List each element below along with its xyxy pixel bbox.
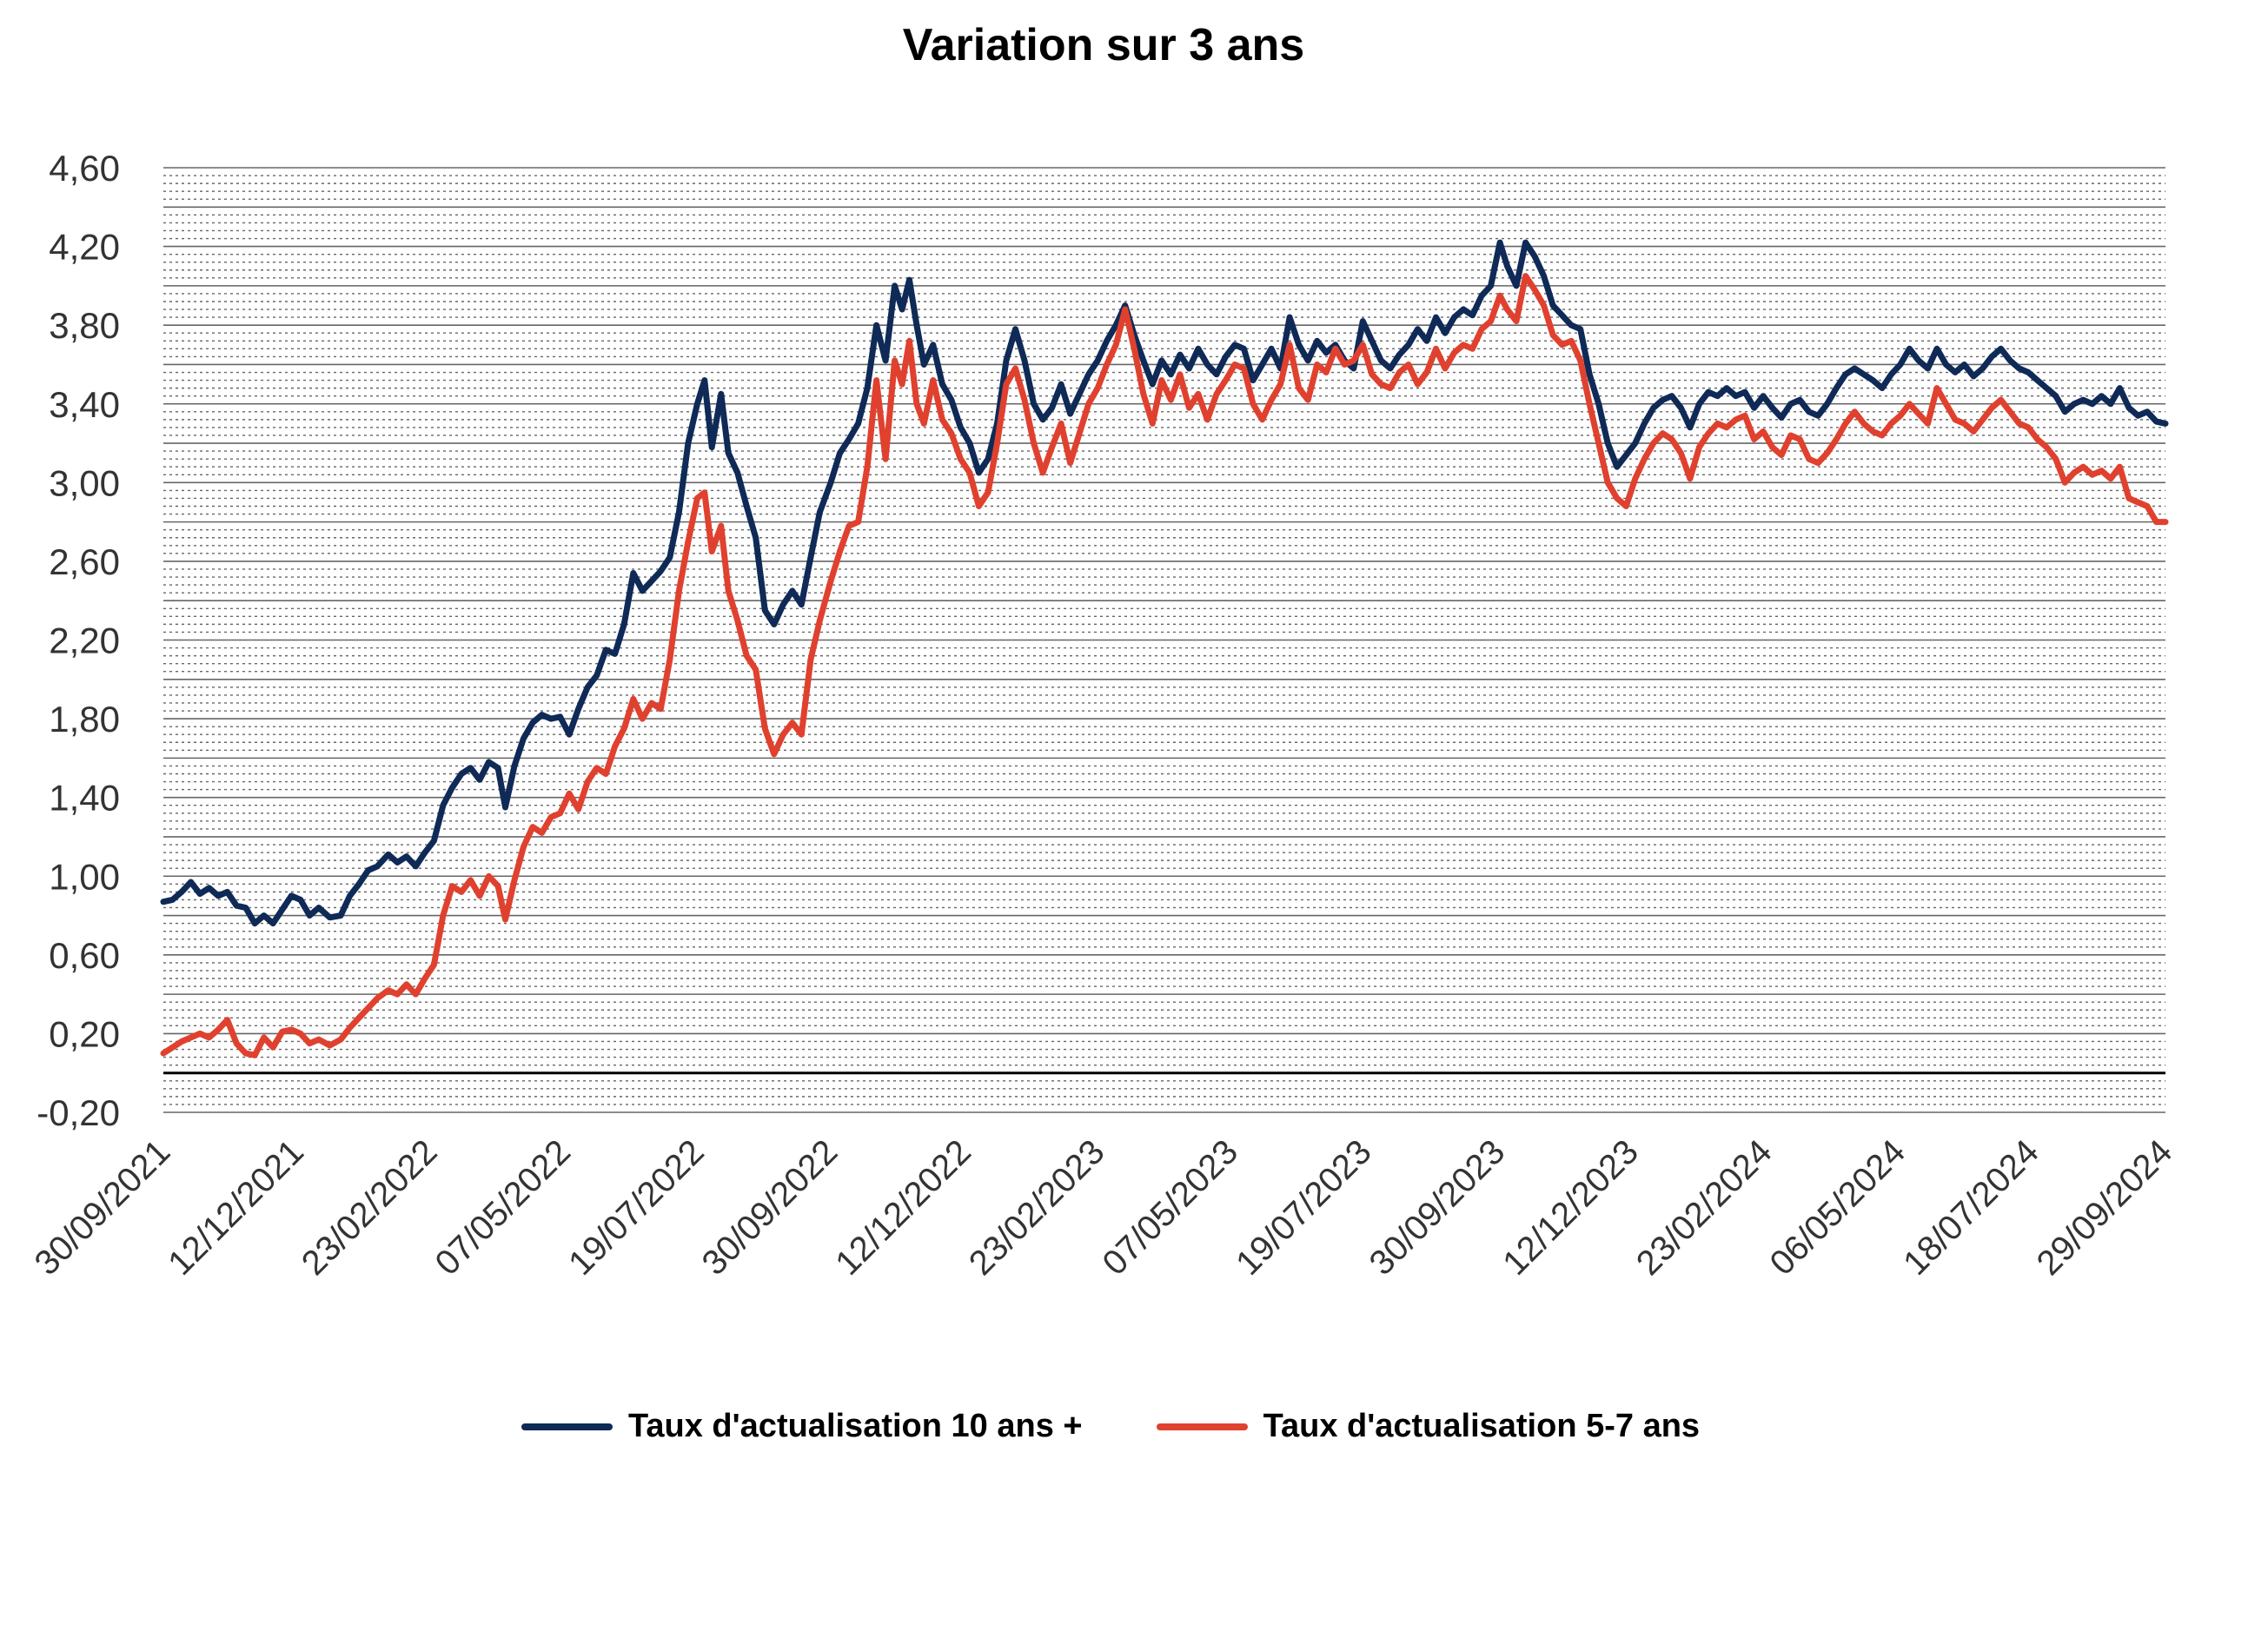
y-tick-label: 4,60 xyxy=(49,148,120,189)
y-tick-label: 1,40 xyxy=(49,778,120,819)
x-tick-label: 07/05/2022 xyxy=(428,1132,578,1283)
x-tick-label: 30/09/2021 xyxy=(28,1132,178,1283)
legend-swatch-10-ans xyxy=(521,1423,613,1430)
y-tick-label: 3,40 xyxy=(49,384,120,425)
y-tick-label: 3,00 xyxy=(49,462,120,503)
x-tick-label: 07/05/2023 xyxy=(1095,1132,1245,1283)
legend-label-10-ans: Taux d'actualisation 10 ans + xyxy=(628,1408,1083,1444)
y-tick-label: 1,00 xyxy=(49,856,120,897)
chart-title: Variation sur 3 ans xyxy=(902,20,1305,70)
series-line-5-7-ans xyxy=(160,273,2169,1058)
gridlines xyxy=(163,167,2165,1113)
x-tick-label: 29/09/2024 xyxy=(2030,1132,2180,1283)
x-tick-label: 23/02/2023 xyxy=(962,1132,1112,1283)
x-tick-label: 30/09/2022 xyxy=(695,1132,846,1283)
x-tick-label: 19/07/2023 xyxy=(1229,1132,1379,1283)
x-tick-label: 12/12/2023 xyxy=(1495,1132,1646,1283)
y-axis-ticks: 4,60 4,20 3,80 3,40 3,00 2,60 2,20 1,80 1,40 1,00… xyxy=(36,148,120,1133)
y-tick-label: -0,20 xyxy=(36,1092,120,1133)
x-tick-label: 19/07/2022 xyxy=(561,1132,712,1283)
y-tick-label: 3,80 xyxy=(49,305,120,346)
series-line-10-ans xyxy=(160,239,2169,927)
legend-swatch-5-7-ans xyxy=(1156,1423,1248,1430)
x-tick-label: 30/09/2023 xyxy=(1363,1132,1513,1283)
legend-label-5-7-ans: Taux d'actualisation 5-7 ans xyxy=(1263,1408,1701,1444)
legend-item-5-7-ans: Taux d'actualisation 5-7 ans xyxy=(1156,1408,1701,1445)
y-tick-label: 2,20 xyxy=(49,620,120,661)
x-tick-label: 06/05/2024 xyxy=(1762,1132,1913,1283)
y-tick-label: 2,60 xyxy=(49,541,120,582)
x-tick-label: 12/12/2021 xyxy=(161,1132,311,1283)
x-tick-label: 12/12/2022 xyxy=(828,1132,978,1283)
x-axis-ticks: 30/09/202112/12/202123/02/202207/05/2022… xyxy=(28,1132,2180,1283)
x-tick-label: 18/07/2024 xyxy=(1896,1132,2046,1283)
legend: Taux d'actualisation 10 ans + Taux d'act… xyxy=(521,1408,1774,1445)
y-tick-label: 1,80 xyxy=(49,699,120,740)
x-tick-label: 23/02/2022 xyxy=(295,1132,445,1283)
series-lines xyxy=(160,239,2169,1058)
y-tick-label: 0,60 xyxy=(49,935,120,976)
y-tick-label: 0,20 xyxy=(49,1013,120,1054)
y-tick-label: 4,20 xyxy=(49,227,120,268)
x-tick-label: 23/02/2024 xyxy=(1629,1132,1780,1283)
legend-item-10-ans: Taux d'actualisation 10 ans + xyxy=(521,1408,1083,1445)
